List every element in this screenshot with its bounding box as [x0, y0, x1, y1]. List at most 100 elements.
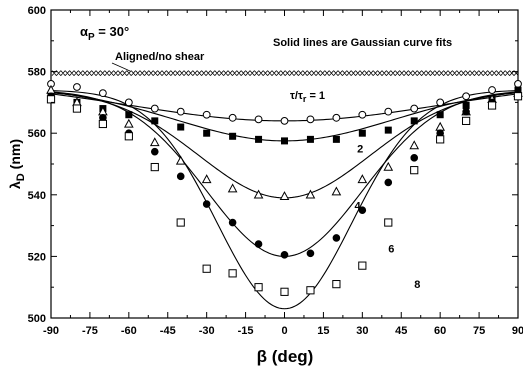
marker-open-triangle [383, 161, 394, 171]
x-tick-label: -90 [43, 325, 59, 337]
marker-open-square [513, 92, 523, 101]
marker-open-square [332, 280, 341, 289]
marker-open-triangle [227, 183, 238, 193]
marker-filled-square [151, 117, 159, 125]
y-axis-title: λD (nm) [7, 139, 27, 189]
marker-open-circle [488, 86, 496, 94]
marker-open-triangle [357, 174, 368, 184]
marker-open-triangle [435, 121, 446, 131]
marker-open-circle [202, 110, 211, 119]
marker-filled-circle [306, 249, 315, 258]
aligned-leader-line [111, 62, 131, 72]
x-tick-label: -45 [160, 325, 176, 337]
marker-filled-circle [202, 200, 211, 208]
aligned-annotation: Aligned/no shear [115, 51, 205, 63]
marker-open-square [306, 286, 315, 295]
x-tick-label: 30 [356, 325, 368, 337]
aligned-reference-line [51, 70, 519, 76]
marker-filled-square [384, 126, 392, 134]
marker-open-triangle [201, 174, 212, 184]
marker-open-square [98, 119, 107, 129]
fits-note: Solid lines are Gaussian curve fits [273, 37, 452, 49]
marker-open-circle [176, 107, 185, 116]
y-tick-label: 580 [28, 67, 46, 79]
marker-filled-circle [410, 154, 419, 162]
marker-filled-square [255, 135, 263, 143]
x-tick-label: 45 [395, 325, 407, 337]
marker-filled-square [177, 123, 185, 131]
x-tick-label: 90 [512, 325, 523, 337]
marker-open-triangle [46, 84, 56, 94]
y-tick-label: 520 [28, 251, 46, 263]
marker-filled-circle [176, 172, 185, 181]
marker-open-circle [384, 107, 393, 116]
marker-open-square [228, 269, 237, 278]
x-tick-label: 15 [317, 325, 329, 337]
marker-open-square [384, 218, 393, 227]
marker-filled-circle [280, 251, 289, 259]
y-axis-title-sub: D [15, 173, 27, 181]
x-axis-title: β (deg) [257, 347, 314, 366]
y-tick-label: 500 [28, 313, 46, 325]
marker-filled-square [436, 111, 444, 119]
data-markers [46, 80, 523, 296]
alpha-subscript: P [88, 32, 95, 43]
marker-open-triangle [409, 140, 420, 150]
y-axis-title-unit: (nm) [7, 139, 23, 173]
marker-open-triangle [305, 189, 316, 199]
marker-open-circle [73, 83, 81, 91]
y-axis: 500 520 540 560 580 600 [28, 5, 518, 325]
y-tick-label: 560 [28, 128, 46, 140]
marker-filled-square [281, 137, 288, 145]
marker-filled-square [125, 111, 133, 119]
y-axis-title-lambda: λ [7, 181, 23, 189]
y-tick-label: 540 [28, 190, 46, 202]
marker-open-square [462, 116, 471, 125]
series-label: 8 [414, 279, 420, 291]
series-label: 6 [388, 244, 394, 256]
marker-filled-square [332, 135, 340, 143]
marker-open-circle [254, 115, 263, 124]
marker-open-circle [306, 115, 315, 124]
marker-open-square [150, 162, 159, 172]
marker-filled-circle [384, 178, 393, 187]
tau-label: τ/τ [290, 90, 303, 102]
marker-filled-square [306, 135, 314, 143]
series-label: 2 [357, 144, 363, 156]
marker-open-square [436, 135, 445, 144]
marker-open-circle [514, 80, 522, 88]
marker-filled-circle [150, 147, 159, 156]
alpha-annotation: αP = 30° [80, 24, 129, 43]
tau-value: = 1 [306, 90, 325, 102]
x-tick-label: 0 [281, 325, 287, 337]
marker-filled-circle [332, 234, 341, 242]
marker-open-circle [280, 116, 289, 125]
marker-open-square [72, 104, 82, 113]
marker-open-circle [436, 98, 445, 107]
marker-open-triangle [279, 191, 290, 201]
marker-open-triangle [123, 118, 134, 128]
marker-filled-square [358, 129, 366, 137]
y-tick-label: 600 [28, 5, 46, 17]
marker-open-square [280, 287, 289, 296]
marker-filled-square [462, 101, 470, 109]
marker-open-triangle [331, 186, 342, 196]
marker-open-circle [124, 98, 133, 107]
aligned-reference-hatch [51, 70, 519, 76]
marker-filled-circle [228, 218, 237, 227]
marker-open-square [124, 132, 133, 141]
x-axis: -90 -75 -60 -45 -30 -15 0 15 30 45 60 75 90 [43, 10, 523, 337]
marker-open-circle [358, 110, 367, 119]
marker-open-triangle [175, 155, 186, 165]
fit-curve [50, 91, 519, 142]
marker-filled-square [229, 132, 237, 140]
alpha-value: = 30° [95, 24, 129, 39]
x-tick-label: -15 [238, 325, 254, 337]
x-tick-label: 75 [473, 325, 485, 337]
marker-open-square [487, 101, 497, 110]
marker-open-square [358, 261, 367, 270]
marker-open-circle [410, 104, 419, 113]
x-tick-label: 60 [434, 325, 446, 337]
marker-open-triangle [149, 137, 160, 147]
alpha-symbol: α [80, 24, 88, 39]
